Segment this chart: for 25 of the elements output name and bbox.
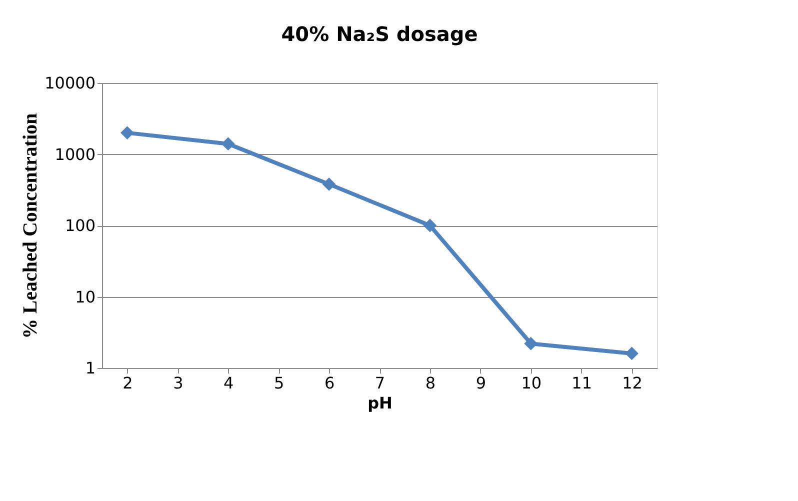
x-axis-title: pH <box>368 394 392 412</box>
y-axis-title: % Leached Concentration <box>20 113 42 339</box>
point <box>423 218 437 232</box>
y-tick-label: 10 <box>75 287 96 306</box>
x-tick-label: 10 <box>521 374 542 392</box>
x-tick-label: 8 <box>425 374 436 392</box>
x-tick-label: 3 <box>173 374 184 392</box>
chart-title: 40% Na₂S dosage <box>281 22 478 46</box>
x-tick-label: 11 <box>572 374 592 392</box>
y-tick-label: 1 <box>85 358 96 378</box>
x-tick-label: 6 <box>324 374 335 392</box>
x-tick-label: 2 <box>122 374 133 392</box>
x-tick-label: 7 <box>374 374 386 392</box>
y-tick-label: 10000 <box>44 74 96 92</box>
point <box>524 336 538 350</box>
x-tick-label: 4 <box>224 374 234 392</box>
point <box>221 137 235 151</box>
x-tick-label: 12 <box>622 374 642 392</box>
x-tick-label: 9 <box>476 374 486 392</box>
y-tick-label: 100 <box>64 216 96 235</box>
point <box>625 346 638 360</box>
point <box>120 126 134 140</box>
y-tick-label: 1000 <box>54 144 96 164</box>
point <box>322 177 336 191</box>
x-tick-label: 5 <box>274 374 284 392</box>
